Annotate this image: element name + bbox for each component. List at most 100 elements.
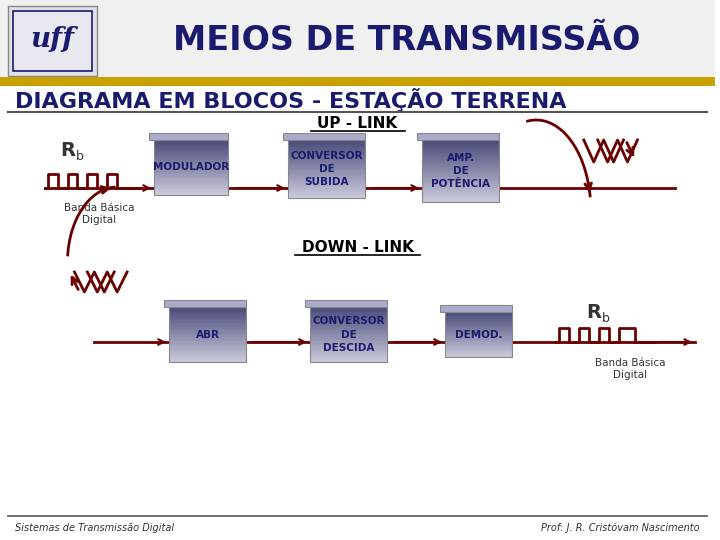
- Bar: [168, 316, 246, 318]
- Bar: [288, 163, 365, 165]
- Bar: [154, 160, 228, 162]
- Bar: [288, 139, 365, 141]
- Bar: [310, 342, 387, 344]
- Bar: [310, 360, 387, 362]
- Bar: [154, 139, 228, 141]
- Bar: [168, 312, 246, 314]
- Bar: [422, 160, 500, 161]
- Bar: [288, 185, 365, 186]
- Bar: [168, 328, 246, 330]
- Bar: [445, 332, 513, 333]
- Bar: [422, 157, 500, 159]
- Bar: [310, 327, 387, 329]
- Bar: [422, 155, 500, 157]
- Bar: [422, 191, 500, 193]
- Bar: [288, 176, 365, 178]
- Bar: [288, 179, 365, 180]
- Bar: [288, 147, 365, 149]
- Bar: [445, 312, 513, 357]
- Bar: [168, 315, 246, 316]
- Bar: [445, 346, 513, 348]
- Bar: [13, 11, 92, 71]
- Bar: [168, 355, 246, 356]
- Bar: [422, 152, 500, 154]
- Bar: [154, 168, 228, 170]
- Bar: [288, 152, 365, 154]
- Bar: [422, 158, 500, 160]
- Bar: [422, 187, 500, 190]
- Bar: [288, 157, 365, 159]
- Bar: [310, 316, 387, 318]
- Bar: [310, 331, 387, 333]
- Bar: [154, 154, 228, 157]
- Bar: [168, 322, 246, 323]
- Bar: [154, 176, 228, 177]
- Bar: [422, 198, 500, 200]
- Bar: [445, 317, 513, 319]
- Bar: [154, 179, 228, 181]
- Bar: [154, 153, 228, 155]
- Bar: [422, 194, 500, 196]
- Bar: [168, 338, 246, 340]
- Bar: [288, 164, 365, 166]
- Bar: [168, 319, 246, 321]
- Text: MEIOS DE TRANSMISSÃO: MEIOS DE TRANSMISSÃO: [174, 24, 641, 57]
- Bar: [168, 335, 246, 338]
- Text: DIAGRAMA EM BLOCOS - ESTAÇÃO TERRENA: DIAGRAMA EM BLOCOS - ESTAÇÃO TERRENA: [15, 88, 567, 112]
- Bar: [154, 192, 228, 194]
- Bar: [445, 355, 513, 357]
- Bar: [288, 171, 365, 173]
- Text: DOWN - LINK: DOWN - LINK: [302, 240, 413, 255]
- Bar: [288, 154, 365, 156]
- Bar: [288, 192, 365, 194]
- Bar: [422, 171, 500, 173]
- Bar: [445, 324, 513, 326]
- Bar: [168, 309, 246, 311]
- Bar: [310, 349, 387, 351]
- Bar: [288, 170, 365, 172]
- Bar: [445, 350, 513, 352]
- Bar: [168, 307, 246, 362]
- Bar: [168, 357, 246, 359]
- Bar: [168, 325, 246, 326]
- Bar: [310, 359, 387, 361]
- Bar: [445, 343, 513, 345]
- Bar: [445, 333, 513, 334]
- Bar: [154, 171, 228, 173]
- Text: b: b: [76, 150, 84, 163]
- Bar: [445, 342, 513, 343]
- Bar: [154, 145, 228, 147]
- Bar: [445, 314, 513, 315]
- Bar: [422, 140, 500, 202]
- Bar: [288, 143, 365, 144]
- Bar: [445, 354, 513, 356]
- Bar: [154, 159, 228, 160]
- Bar: [310, 320, 387, 322]
- Bar: [445, 313, 513, 314]
- Bar: [422, 149, 500, 151]
- Bar: [445, 345, 513, 347]
- Bar: [310, 350, 387, 353]
- Bar: [445, 318, 513, 320]
- Bar: [288, 193, 365, 195]
- Bar: [422, 195, 500, 197]
- Bar: [168, 360, 246, 362]
- Bar: [310, 307, 387, 308]
- Bar: [310, 334, 387, 336]
- Bar: [154, 167, 228, 169]
- Bar: [154, 148, 228, 150]
- Bar: [445, 329, 513, 331]
- Bar: [168, 348, 246, 349]
- Bar: [168, 313, 246, 315]
- Bar: [168, 352, 246, 354]
- Bar: [310, 348, 387, 349]
- Bar: [445, 335, 513, 337]
- Bar: [310, 337, 387, 339]
- Bar: [310, 326, 387, 328]
- Bar: [440, 305, 513, 312]
- Bar: [154, 140, 228, 195]
- Bar: [310, 357, 387, 359]
- Bar: [168, 307, 246, 308]
- Bar: [288, 148, 365, 150]
- Bar: [445, 328, 513, 330]
